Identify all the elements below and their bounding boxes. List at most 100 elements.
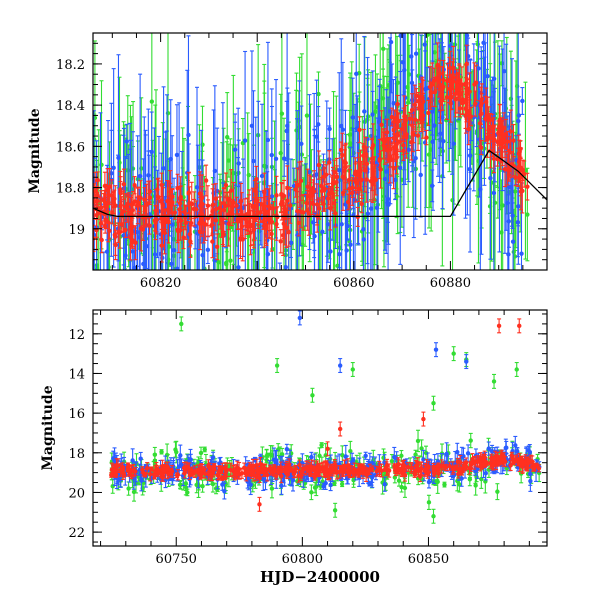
data-point	[316, 150, 322, 180]
data-point	[498, 150, 504, 170]
outlier-point	[433, 342, 439, 358]
data-point	[516, 96, 522, 135]
data-point	[99, 226, 104, 254]
data-point	[398, 70, 403, 265]
data-point	[467, 72, 472, 111]
data-point	[334, 173, 339, 192]
data-point	[363, 137, 369, 172]
bottom-data-points	[109, 310, 542, 524]
data-point	[123, 221, 128, 238]
data-point	[436, 65, 442, 98]
data-point	[203, 164, 209, 197]
data-point	[169, 135, 175, 270]
data-point	[205, 235, 211, 265]
data-point	[319, 169, 324, 203]
data-point	[249, 50, 255, 202]
data-point	[339, 480, 345, 488]
data-point	[417, 96, 422, 121]
data-point	[198, 446, 204, 460]
data-point	[219, 272, 223, 383]
model-curve	[93, 149, 547, 218]
top-plot-frame	[92, 32, 548, 271]
data-point	[502, 151, 508, 188]
data-point	[442, 481, 447, 488]
data-point	[407, 111, 413, 126]
data-point	[189, 181, 194, 227]
data-point	[236, 139, 241, 188]
data-point	[426, 494, 432, 510]
data-point	[410, 114, 416, 153]
data-point	[339, 38, 344, 214]
data-point	[296, 209, 302, 237]
data-point	[357, 116, 362, 144]
data-point	[340, 132, 345, 178]
data-point	[218, 196, 223, 230]
data-point	[125, 195, 131, 213]
data-point	[155, 178, 160, 201]
data-point	[106, 185, 111, 205]
data-point	[123, 193, 128, 221]
top-model-line	[93, 149, 547, 218]
data-point	[478, 86, 484, 125]
data-point	[186, 172, 191, 215]
data-point	[513, 168, 518, 187]
data-point	[238, 201, 243, 242]
data-point	[263, 196, 269, 231]
data-point	[370, 123, 376, 168]
outlier-point	[274, 358, 280, 374]
data-point	[327, 107, 332, 151]
data-point	[267, 185, 273, 232]
top-data-points	[93, 33, 530, 383]
data-point	[143, 289, 147, 342]
top-ytick-label: 19	[68, 223, 85, 238]
data-point	[110, 201, 115, 225]
data-point	[468, 432, 473, 449]
data-point	[326, 183, 332, 206]
data-point	[202, 446, 207, 453]
top-ytick-label: 18.6	[56, 140, 85, 155]
data-point	[205, 199, 211, 238]
data-point	[424, 129, 429, 146]
data-point	[311, 170, 317, 213]
data-point	[285, 87, 290, 165]
data-point	[380, 128, 386, 152]
data-point	[234, 196, 239, 215]
data-point	[124, 123, 129, 160]
data-point	[485, 129, 491, 145]
data-point	[140, 217, 146, 241]
data-point	[498, 459, 503, 465]
data-point	[194, 200, 199, 219]
data-point	[271, 201, 276, 216]
data-point	[491, 456, 497, 463]
data-point	[107, 222, 112, 240]
data-point	[520, 87, 525, 115]
data-point	[525, 172, 530, 201]
data-point	[358, 149, 363, 192]
data-point	[254, 186, 259, 216]
data-point	[430, 33, 436, 211]
data-point	[231, 74, 236, 270]
data-point	[111, 191, 116, 208]
data-point	[169, 195, 174, 215]
data-point	[146, 154, 152, 270]
outlier-point	[297, 310, 303, 326]
top-xtick-label: 60860	[333, 276, 374, 291]
data-point	[337, 72, 342, 269]
data-point	[229, 200, 234, 227]
data-point	[293, 181, 298, 198]
top-ytick-label: 18.2	[56, 58, 85, 73]
data-point	[319, 442, 324, 449]
outlier-point	[257, 496, 262, 512]
outlier-point	[514, 362, 519, 377]
bottom-panel: 60750 60800 60850 12 14 16 18 20 22 Magnitude HJ…	[40, 309, 548, 586]
data-point	[282, 140, 287, 177]
data-point	[133, 225, 138, 261]
outlier-point	[431, 508, 436, 524]
data-point	[100, 276, 104, 302]
outlier-point	[337, 421, 343, 437]
outlier-point	[517, 318, 522, 334]
data-point	[359, 194, 364, 214]
data-point	[479, 469, 484, 489]
data-point	[221, 222, 226, 247]
data-point	[448, 84, 453, 123]
